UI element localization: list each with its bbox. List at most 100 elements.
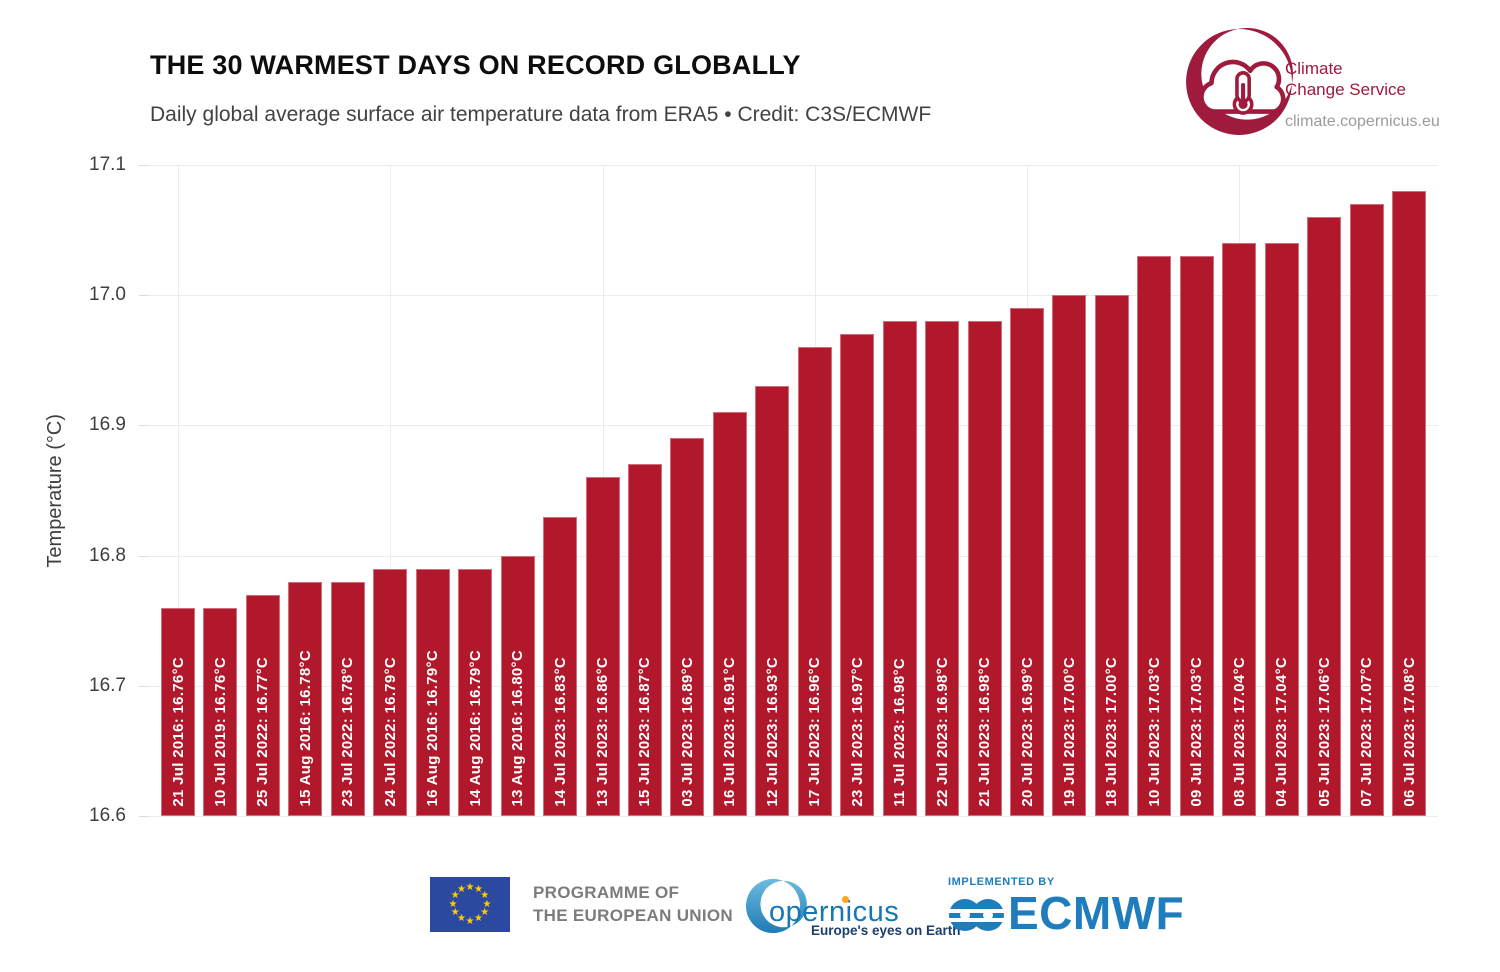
eu-star-icon: ★ — [457, 883, 466, 895]
y-tickmark — [139, 425, 148, 427]
page-title: THE 30 WARMEST DAYS ON RECORD GLOBALLY — [150, 50, 801, 80]
bar: 07 Jul 2023: 17.07°C — [1349, 204, 1384, 816]
c3s-logo-text: Climate Change Service — [1285, 58, 1406, 100]
bar: 05 Jul 2023: 17.06°C — [1307, 217, 1342, 816]
bar-label: 13 Jul 2023: 16.86°C — [594, 657, 611, 807]
y-tickmark — [139, 165, 148, 166]
chart-subtitle: Daily global average surface air tempera… — [150, 103, 932, 126]
bar-label: 18 Jul 2023: 17.00°C — [1103, 657, 1121, 807]
ecmwf-logo-icon — [948, 899, 1005, 931]
bar: 13 Aug 2016: 16.80°C — [500, 555, 535, 816]
bar-label: 07 Jul 2023: 17.07°C — [1358, 657, 1376, 807]
y-tickmark — [139, 295, 148, 297]
bar: 24 Jul 2022: 16.79°C — [373, 568, 408, 816]
bar: 09 Jul 2023: 17.03°C — [1179, 256, 1214, 816]
eu-star-icon: ★ — [465, 881, 475, 893]
eu-star-icon: ★ — [465, 915, 475, 927]
bar: 12 Jul 2023: 16.93°C — [755, 386, 790, 816]
bar: 10 Jul 2023: 17.03°C — [1137, 256, 1172, 816]
v-gridline — [178, 165, 179, 816]
bar-label: 16 Jul 2023: 16.91°C — [721, 657, 739, 807]
bar-label: 11 Jul 2023: 16.98°C — [891, 658, 909, 807]
bar: 19 Jul 2023: 17.00°C — [1052, 295, 1087, 816]
bar: 25 Jul 2022: 16.77°C — [245, 594, 280, 816]
bar-label: 24 Jul 2022: 16.79°C — [381, 657, 399, 807]
h-gridline — [148, 295, 1438, 297]
bar: 22 Jul 2023: 16.98°C — [925, 321, 960, 816]
bar-label: 03 Jul 2023: 16.89°C — [678, 657, 696, 807]
eu-programme-line2: THE EUROPEAN UNION — [533, 906, 733, 925]
plot-area: 21 Jul 2016: 16.76°C 10 Jul 2019: 16.76°C… — [139, 165, 1438, 817]
bar-label: 22 Jul 2023: 16.98°C — [933, 657, 951, 807]
eu-star-icon: ★ — [474, 913, 483, 925]
bar: 08 Jul 2023: 17.04°C — [1222, 243, 1257, 816]
bar-label: 10 Jul 2023: 17.03°C — [1145, 657, 1163, 807]
bar: 14 Jul 2023: 16.83°C — [543, 516, 578, 816]
copernicus-logo-icon — [745, 878, 807, 934]
bar: 10 Jul 2019: 16.76°C — [203, 607, 238, 816]
bar: 17 Jul 2023: 16.96°C — [797, 347, 832, 816]
bar: 06 Jul 2023: 17.08°C — [1392, 191, 1427, 816]
eu-star-icon: ★ — [480, 890, 490, 901]
eu-star-icon: ★ — [480, 907, 490, 918]
v-gridline — [390, 165, 392, 816]
bar: 23 Jul 2023: 16.97°C — [840, 334, 875, 816]
y-tick-label: 17.0 — [89, 284, 126, 306]
bar-label: 17 Jul 2023: 16.96°C — [806, 657, 824, 807]
bar-label: 23 Jul 2022: 16.78°C — [339, 657, 357, 807]
y-tick-label: 16.7 — [89, 674, 126, 696]
y-tickmark — [139, 816, 148, 817]
bar-label: 13 Aug 2016: 16.80°C — [509, 650, 527, 807]
bar: 16 Aug 2016: 16.79°C — [415, 568, 450, 816]
bar-label: 10 Jul 2019: 16.76°C — [211, 657, 229, 807]
y-tick-label: 17.1 — [89, 154, 126, 175]
eu-star-icon: ★ — [450, 907, 460, 918]
bar: 15 Jul 2023: 16.87°C — [627, 464, 662, 816]
h-gridline — [148, 555, 1438, 557]
eu-flag-icon: ★ ★ ★ ★ ★ ★ ★ ★ ★ ★ ★ ★ — [430, 877, 510, 932]
bar: 11 Jul 2023: 16.98°C — [882, 321, 917, 816]
h-gridline — [148, 425, 1438, 427]
bar-label: 14 Jul 2023: 16.83°C — [551, 657, 569, 807]
eu-star-icon: ★ — [457, 913, 466, 925]
bar: 18 Jul 2023: 17.00°C — [1094, 295, 1129, 816]
bar-label: 15 Aug 2016: 16.78°C — [296, 650, 314, 807]
bar: 04 Jul 2023: 17.04°C — [1264, 243, 1299, 816]
h-gridline — [148, 816, 1438, 817]
y-tick-label: 16.8 — [89, 544, 126, 566]
c3s-logo-url: climate.copernicus.eu — [1285, 113, 1440, 130]
copernicus-tagline: Europe's eyes on Earth — [811, 923, 961, 938]
bar: 13 Jul 2023: 16.86°C — [585, 477, 620, 816]
bar-label: 12 Jul 2023: 16.93°C — [763, 657, 781, 807]
eu-programme-label: PROGRAMME OF THE EUROPEAN UNION — [533, 881, 733, 927]
bar: 20 Jul 2023: 16.99°C — [1010, 308, 1044, 816]
y-axis-ticks: 17.1 17.0 16.9 16.8 16.7 16.6 — [0, 154, 140, 826]
ecmwf-wordmark: ECMWF — [1008, 887, 1185, 939]
eu-star-icon: ★ — [482, 898, 492, 910]
bar: 21 Jul 2023: 16.98°C — [967, 321, 1002, 816]
y-tickmark — [139, 555, 148, 557]
c3s-logo-line2: Change Service — [1285, 80, 1406, 99]
eu-programme-line1: PROGRAMME OF — [533, 883, 680, 902]
eu-star-icon: ★ — [448, 898, 458, 910]
bar: 15 Aug 2016: 16.78°C — [288, 581, 323, 816]
bar-label: 09 Jul 2023: 17.03°C — [1188, 657, 1206, 807]
eu-star-icon: ★ — [450, 890, 460, 901]
h-gridline — [148, 165, 1438, 166]
thermometer-icon — [1232, 71, 1254, 115]
h-gridline — [148, 685, 1438, 687]
bar-label: 08 Jul 2023: 17.04°C — [1230, 657, 1248, 807]
bar-label: 21 Jul 2023: 16.98°C — [976, 657, 994, 807]
bar: 23 Jul 2022: 16.78°C — [330, 581, 365, 816]
climate-change-service-logo-icon — [1186, 28, 1293, 135]
eu-star-icon: ★ — [474, 883, 483, 895]
bar-label: 16 Aug 2016: 16.79°C — [424, 650, 442, 807]
bar-label: 21 Jul 2016: 16.76°C — [169, 657, 187, 807]
bar-label: 19 Jul 2023: 17.00°C — [1060, 657, 1078, 807]
bar: 14 Aug 2016: 16.79°C — [458, 568, 493, 816]
copernicus-orange-dot-icon — [842, 896, 849, 903]
bar-label: 15 Jul 2023: 16.87°C — [636, 657, 654, 807]
implemented-by-label: IMPLEMENTED BY — [948, 876, 1055, 888]
copernicus-wordmark: opernicus — [769, 896, 900, 928]
